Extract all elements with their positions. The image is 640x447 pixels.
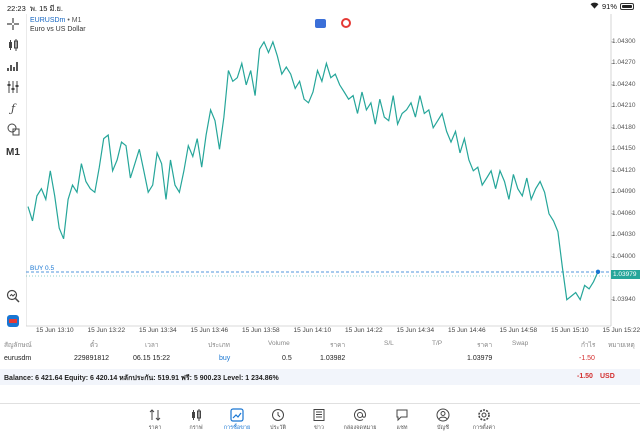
news-icon — [313, 409, 325, 421]
col-time: เวลา — [145, 342, 159, 349]
col-open-price: ราคา — [330, 342, 346, 349]
row-profit: -1.50 — [579, 355, 595, 362]
time-tick-label: 15 Jun 13:58 — [242, 327, 280, 334]
time-tick-label: 15 Jun 15:22 — [602, 327, 640, 334]
time-tick-label: 15 Jun 14:10 — [293, 327, 332, 334]
time-tick-label: 15 Jun 14:22 — [345, 327, 383, 334]
time-tick-label: 15 Jun 13:34 — [139, 327, 177, 334]
col-swap: Swap — [512, 340, 529, 347]
row-time: 06.15 15:22 — [133, 355, 170, 362]
price-tick-label: 1.04000 — [612, 252, 636, 260]
symbol-header: EURUSDm • M1 Euro vs US Dollar — [30, 16, 86, 34]
function-icon[interactable]: ƒ — [10, 101, 16, 115]
col-type: ประเภท — [208, 342, 230, 349]
row-symbol: eurusdm — [4, 355, 32, 362]
nav-mailbox[interactable]: กล่องจดหมาย — [340, 405, 380, 445]
nav-settings[interactable]: การตั้งค่า — [464, 405, 504, 445]
quotes-icon — [149, 409, 161, 421]
row-type: buy — [219, 355, 231, 362]
trade-icon — [230, 408, 244, 422]
battery-percent: 91% — [601, 2, 617, 11]
balance-bar: Balance: 6 421.64 Equity: 6 420.14 หลักป… — [0, 369, 640, 385]
nav-chat[interactable]: แชท — [382, 405, 422, 445]
indicators-icon[interactable] — [4, 58, 22, 74]
time-tick-label: 15 Jun 13:22 — [87, 327, 126, 334]
position-row[interactable]: eurusdm 229891812 06.15 15:22 buy 0.5 1.… — [0, 355, 640, 369]
row-ticket: 229891812 — [74, 355, 110, 362]
buy-line-label: BUY 0.5 — [30, 265, 55, 272]
price-series-line — [27, 40, 599, 302]
candlestick-icon[interactable] — [4, 37, 22, 53]
price-tick-label: 1.04120 — [612, 166, 636, 174]
positions-header: สัญลักษณ์ ตั๋ว เวลา ประเภท Volume ราคา S… — [0, 340, 640, 352]
time-tick-label: 15 Jun 15:10 — [551, 327, 589, 334]
col-ticket: ตั๋ว — [90, 342, 98, 349]
zoom-icon[interactable] — [4, 288, 22, 304]
timeframe-button[interactable]: M1 — [6, 146, 20, 158]
time-tick-label: 15 Jun 14:46 — [448, 327, 486, 334]
symbol-timeframe: • M1 — [67, 17, 82, 24]
mailbox-icon — [354, 408, 367, 421]
one-click-trading-icon[interactable] — [4, 313, 22, 329]
shapes-icon[interactable] — [4, 121, 22, 137]
price-tick-label: 1.04270 — [612, 59, 636, 67]
price-tick-label: 1.04300 — [612, 37, 636, 45]
us-flag-icon — [341, 18, 351, 28]
eu-flag-icon — [315, 19, 326, 28]
current-price-tag: 1.03979 — [611, 270, 640, 279]
price-tick-label: 1.04060 — [612, 209, 636, 217]
nav-history[interactable]: ประวัติ — [258, 405, 298, 445]
symbol-description: Euro vs US Dollar — [30, 26, 86, 33]
price-tick-label: 1.04240 — [612, 80, 636, 88]
settings-icon — [478, 409, 490, 421]
nav-account[interactable]: บัญชี — [423, 405, 463, 445]
price-tick-label: 1.04180 — [612, 123, 636, 131]
last-price-point — [595, 269, 601, 274]
time-tick-label: 15 Jun 14:34 — [396, 327, 435, 334]
chart-icon — [192, 409, 201, 421]
total-profit: -1.50 — [577, 373, 593, 380]
crosshair-icon[interactable] — [4, 16, 22, 32]
chat-icon — [396, 409, 408, 422]
symbol-name: EURUSDm — [30, 17, 66, 24]
settings-sliders-icon[interactable] — [4, 79, 22, 95]
col-price: ราคา — [477, 342, 493, 349]
nav-trade[interactable]: การซื้อขาย — [217, 405, 257, 445]
status-time: 22:23 พ. 15 มี.ย. — [7, 4, 63, 13]
price-chart[interactable] — [26, 14, 640, 336]
col-symbol: สัญลักษณ์ — [4, 342, 32, 349]
history-icon — [272, 409, 284, 421]
account-icon — [436, 408, 450, 422]
time-tick-label: 15 Jun 14:58 — [499, 327, 538, 334]
wifi-icon — [590, 2, 599, 11]
col-sl: S/L — [384, 340, 394, 347]
row-price: 1.03979 — [467, 355, 493, 362]
row-open-price: 1.03982 — [320, 355, 346, 362]
price-tick-label: 1.04210 — [612, 102, 636, 110]
price-tick-label: 1.04030 — [612, 231, 636, 239]
col-volume: Volume — [268, 340, 290, 347]
nav-news[interactable]: ข่าว — [299, 405, 339, 445]
time-tick-label: 15 Jun 13:10 — [36, 327, 74, 334]
balance-summary: Balance: 6 421.64 Equity: 6 420.14 หลักป… — [4, 375, 279, 382]
chart-toolbar: ƒ M1 — [0, 16, 26, 336]
battery-icon — [620, 3, 634, 10]
status-right: 91% — [590, 2, 634, 11]
col-comment: หมายเหตุ — [608, 342, 635, 349]
time-tick-label: 15 Jun 13:46 — [190, 327, 229, 334]
price-tick-label: 1.04090 — [612, 188, 636, 196]
status-bar: 22:23 พ. 15 มี.ย. 91% — [0, 0, 640, 14]
col-profit: กำไร — [581, 342, 596, 349]
nav-quotes[interactable]: ราคา — [135, 405, 175, 445]
col-tp: T/P — [432, 340, 443, 347]
nav-chart[interactable]: กราฟ — [176, 405, 216, 445]
price-tick-label: 1.04150 — [612, 145, 636, 153]
row-volume: 0.5 — [282, 355, 292, 362]
currency: USD — [600, 373, 615, 380]
nav-separator — [0, 403, 640, 404]
price-tick-label: 1.03940 — [612, 295, 636, 303]
